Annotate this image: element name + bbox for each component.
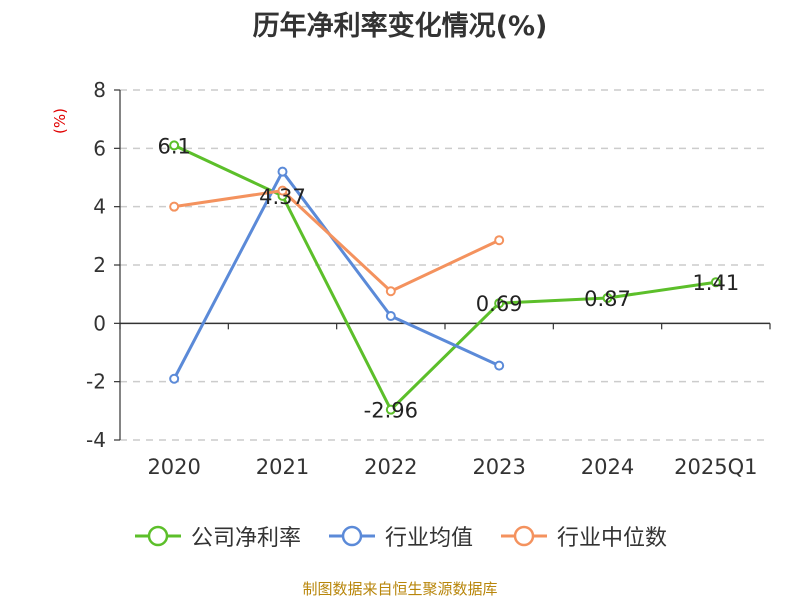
y-tick-label: 6: [93, 136, 106, 160]
legend-label: 行业均值: [384, 526, 473, 551]
legend-label: 行业中位数: [557, 526, 668, 551]
y-tick-label: -4: [86, 428, 106, 452]
series-line: [173, 189, 500, 293]
x-tick-label: 2021: [256, 455, 309, 479]
data-labels: 6.1 4.37 -2.96 0.69 0.87 1.41: [157, 134, 739, 422]
x-tick-label: 2024: [581, 455, 634, 479]
data-point: [169, 140, 180, 151]
data-label: 0.69: [476, 292, 523, 316]
legend-item[interactable]: 行业中位数: [499, 520, 667, 552]
legend-item[interactable]: 公司净利率: [133, 520, 301, 552]
data-label: -2.96: [364, 399, 418, 423]
data-point: [710, 277, 721, 288]
x-tick-label: 2025Q1: [674, 455, 757, 479]
y-tick-label: 4: [93, 195, 106, 219]
data-point: [494, 360, 505, 371]
y-tick-label: -2: [86, 370, 106, 394]
data-label: 6.1: [157, 134, 190, 158]
data-point: [385, 311, 396, 322]
legend: 公司净利率 行业均值 行业中位数: [0, 520, 800, 552]
y-tick-label: 2: [93, 253, 106, 277]
data-point: [277, 185, 288, 196]
y-tick-label: 8: [93, 78, 106, 102]
series: [169, 140, 721, 415]
chart-title: 历年净利率变化情况(%): [252, 11, 548, 42]
line-chart: -4 -2 0 2 4 6 8 2020 2021 2022 2023 2024 2025Q1 6.1 4…: [86, 78, 771, 479]
x-tick-label: 2020: [147, 455, 200, 479]
x-tick-label: 2022: [364, 455, 417, 479]
legend-swatch-icon: [501, 525, 547, 547]
legend-item[interactable]: 行业均值: [327, 520, 473, 552]
grid-lines: [120, 89, 770, 441]
y-tick-label: 0: [93, 311, 106, 335]
source-note: 制图数据来自恒生聚源数据库: [302, 580, 498, 598]
x-tick-label: 2023: [472, 455, 525, 479]
legend-label: 公司净利率: [190, 526, 301, 551]
data-point: [494, 235, 505, 246]
legend-swatch-icon: [134, 525, 181, 547]
series-line: [172, 170, 500, 380]
legend-swatch-icon: [328, 525, 375, 547]
series-line: [173, 144, 717, 412]
data-label: 1.41: [692, 271, 739, 295]
data-point: [385, 286, 396, 297]
data-point: [169, 201, 180, 212]
axes: -4 -2 0 2 4 6 8 2020 2021 2022 2023 2024 2025Q1: [86, 78, 771, 479]
data-point: [169, 373, 180, 384]
data-point: [602, 292, 613, 303]
data-label: 4.37: [259, 185, 306, 209]
data-point: [494, 298, 505, 309]
data-label: 0.87: [584, 287, 631, 311]
data-point: [277, 166, 288, 177]
data-point: [385, 404, 396, 415]
